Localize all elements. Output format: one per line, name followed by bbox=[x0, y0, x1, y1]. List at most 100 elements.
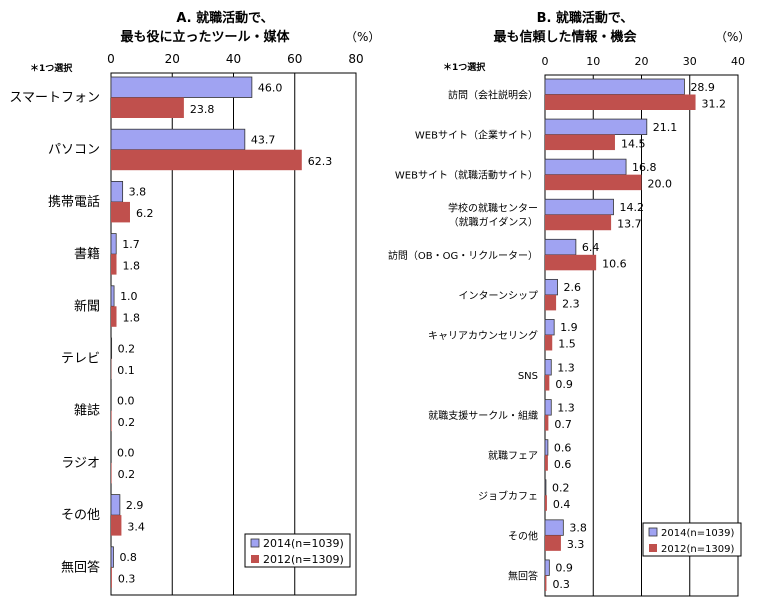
chart-b-category-label: 学校の就職センター bbox=[448, 202, 538, 215]
chart-b-bar-2014 bbox=[544, 198, 614, 216]
chart-a-value-label-2014: 0.8 bbox=[119, 551, 137, 564]
chart-a-value-label-2014: 0.2 bbox=[118, 342, 136, 355]
chart-b-category-label: 訪問（OB・OG・リクルーター） bbox=[388, 249, 538, 262]
chart-b-bar-2014 bbox=[544, 479, 547, 496]
chart-a-bar-2014 bbox=[110, 337, 113, 359]
chart-b-bar-2014 bbox=[544, 359, 552, 376]
chart-b-category-label: 無回答 bbox=[508, 569, 538, 582]
chart-a-category-label: ラジオ bbox=[61, 456, 100, 471]
chart-a-value-label-2012: 3.4 bbox=[127, 520, 145, 533]
chart-b-category-label: 就職フェア bbox=[488, 449, 538, 462]
chart-b-bar-2012 bbox=[545, 455, 548, 471]
chart-b-category-label: SNS bbox=[518, 371, 538, 382]
chart-b-bar-2014 bbox=[544, 559, 550, 576]
chart-a-title-line1: A. 就職活動で、 bbox=[176, 10, 273, 26]
chart-a: 0 20 40 60 80 スマートフォン 46.0 23.8 パソコン 43.7 62.3 携帯電話… bbox=[9, 52, 364, 596]
chart-b-unit: （%） bbox=[715, 30, 750, 44]
chart-b-bar-2014 bbox=[544, 519, 564, 536]
chart-a-tick-label: 0 bbox=[107, 52, 115, 66]
chart-b-bar-2014 bbox=[544, 439, 549, 456]
chart-b-category-label: WEBサイト（企業サイト） bbox=[415, 129, 538, 142]
chart-a-legend-box bbox=[244, 533, 351, 568]
chart-b-category-label: ジョブカフェ bbox=[478, 489, 538, 502]
chart-b-bar-2012 bbox=[545, 134, 615, 151]
chart-b-bar-2012 bbox=[545, 214, 612, 231]
chart-b-category-label: （就職ガイダンス） bbox=[449, 216, 538, 229]
chart-a-category-label: 無回答 bbox=[61, 559, 100, 575]
chart-a-bar-2012 bbox=[111, 97, 184, 118]
chart-b-value-label-2012: 0.4 bbox=[553, 498, 571, 511]
chart-a-category-label: スマートフォン bbox=[9, 91, 100, 106]
chart-a-value-label-2012: 0.2 bbox=[118, 416, 136, 429]
chart-b-tick-label: 40 bbox=[731, 55, 745, 68]
chart-b-bar-2012 bbox=[545, 495, 547, 511]
chart-a-bar-2012 bbox=[111, 515, 122, 536]
chart-b-bar-2014 bbox=[544, 278, 558, 296]
chart-b-bar-2014 bbox=[544, 158, 627, 176]
chart-b-bar-2012 bbox=[545, 334, 553, 351]
chart-a-value-label-2014: 0.0 bbox=[117, 394, 135, 407]
chart-b-value-label-2014: 1.3 bbox=[557, 361, 575, 374]
chart-b-value-label-2012: 31.2 bbox=[702, 97, 727, 110]
chart-b-value-label-2012: 2.3 bbox=[562, 298, 580, 311]
chart-b-legend-box bbox=[642, 522, 742, 557]
chart-b-bar-2012 bbox=[545, 575, 547, 591]
chart-b-legend-swatch-2012 bbox=[649, 544, 657, 552]
chart-b-value-label-2012: 20.0 bbox=[648, 177, 673, 190]
chart-b-category-label: 就職支援サークル・組織 bbox=[428, 409, 538, 422]
chart-b-category-label: その他 bbox=[508, 529, 538, 542]
chart-a-value-label-2014: 43.7 bbox=[251, 133, 275, 146]
chart-a-category-label: 書籍 bbox=[74, 246, 100, 262]
chart-b-value-label-2014: 0.9 bbox=[555, 562, 573, 575]
chart-a-bar-2014 bbox=[110, 494, 121, 516]
chart-b-value-label-2014: 1.9 bbox=[560, 321, 578, 334]
chart-b-title-line2: 最も信頼した情報・機会 bbox=[493, 29, 637, 45]
chart-b-category-label: インターンシップ bbox=[459, 290, 539, 302]
chart-a-value-label-2012: 0.1 bbox=[117, 364, 134, 377]
chart-a-title-line2: 最も役に立ったツール・媒体 bbox=[120, 29, 290, 45]
chart-a-legend-label-2012: 2012(n=1309) bbox=[263, 553, 344, 566]
chart-b-value-label-2014: 0.2 bbox=[552, 482, 570, 495]
chart-b-bar-2014 bbox=[544, 78, 685, 95]
chart-b-value-label-2012: 10.6 bbox=[602, 258, 627, 271]
chart-b-tick-label: 0 bbox=[542, 55, 549, 68]
chart-b-value-label-2014: 14.2 bbox=[620, 201, 645, 214]
chart-a-category-label: 新聞 bbox=[74, 298, 100, 314]
chart-b-value-label-2014: 6.4 bbox=[582, 241, 600, 254]
chart-a-bar-2014 bbox=[110, 285, 115, 307]
chart-a-bar-2012 bbox=[111, 306, 117, 327]
chart-b: 0 10 20 30 40 訪問（会社説明会） 28.9 31.2 WEBサイト（企業サイト） 2… bbox=[388, 55, 745, 597]
chart-a-bar-2012 bbox=[111, 201, 130, 223]
chart-a-bar-2014 bbox=[110, 128, 246, 151]
chart-b-value-label-2014: 0.6 bbox=[554, 441, 572, 454]
chart-b-bar-2014 bbox=[544, 399, 552, 416]
chart-b-category-label: 訪問（会社説明会） bbox=[448, 89, 538, 102]
chart-b-value-label-2012: 0.7 bbox=[554, 418, 572, 431]
chart-a-category-label: 携帯電話 bbox=[48, 194, 100, 210]
chart-b-category-label: WEBサイト（就職活動サイト） bbox=[395, 169, 538, 182]
chart-b-value-label-2014: 21.1 bbox=[653, 121, 678, 134]
chart-b-value-label-2014: 16.8 bbox=[632, 161, 657, 174]
chart-a-value-label-2014: 2.9 bbox=[126, 499, 144, 512]
chart-b-value-label-2012: 14.5 bbox=[621, 137, 646, 150]
chart-b-legend-label-2014: 2014(n=1039) bbox=[661, 528, 735, 539]
chart-b-bar-2014 bbox=[544, 238, 577, 256]
chart-b-note: ＊1つ選択 bbox=[443, 61, 486, 73]
chart-b-bar-2012 bbox=[545, 94, 696, 110]
chart-b-bar-2012 bbox=[545, 174, 642, 191]
chart-b-value-label-2012: 1.5 bbox=[558, 338, 576, 351]
chart-a-value-label-2014: 3.8 bbox=[129, 186, 147, 199]
chart-b-bar-2012 bbox=[545, 535, 561, 551]
chart-a-legend-swatch-2014 bbox=[250, 538, 260, 548]
chart-b-value-label-2012: 13.7 bbox=[617, 217, 642, 230]
chart-b-tick-label: 30 bbox=[683, 55, 697, 68]
chart-b-value-label-2012: 3.3 bbox=[567, 538, 585, 551]
chart-a-value-label-2014: 46.0 bbox=[258, 81, 283, 94]
chart-b-legend-swatch-2014 bbox=[648, 527, 658, 537]
chart-b-legend-label-2012: 2012(n=1309) bbox=[661, 544, 735, 555]
chart-b-tick-label: 10 bbox=[586, 55, 600, 68]
chart-b-value-label-2014: 1.3 bbox=[557, 401, 575, 414]
chart-b-bar-2012 bbox=[545, 254, 597, 271]
chart-a-tick-label: 80 bbox=[348, 52, 363, 66]
